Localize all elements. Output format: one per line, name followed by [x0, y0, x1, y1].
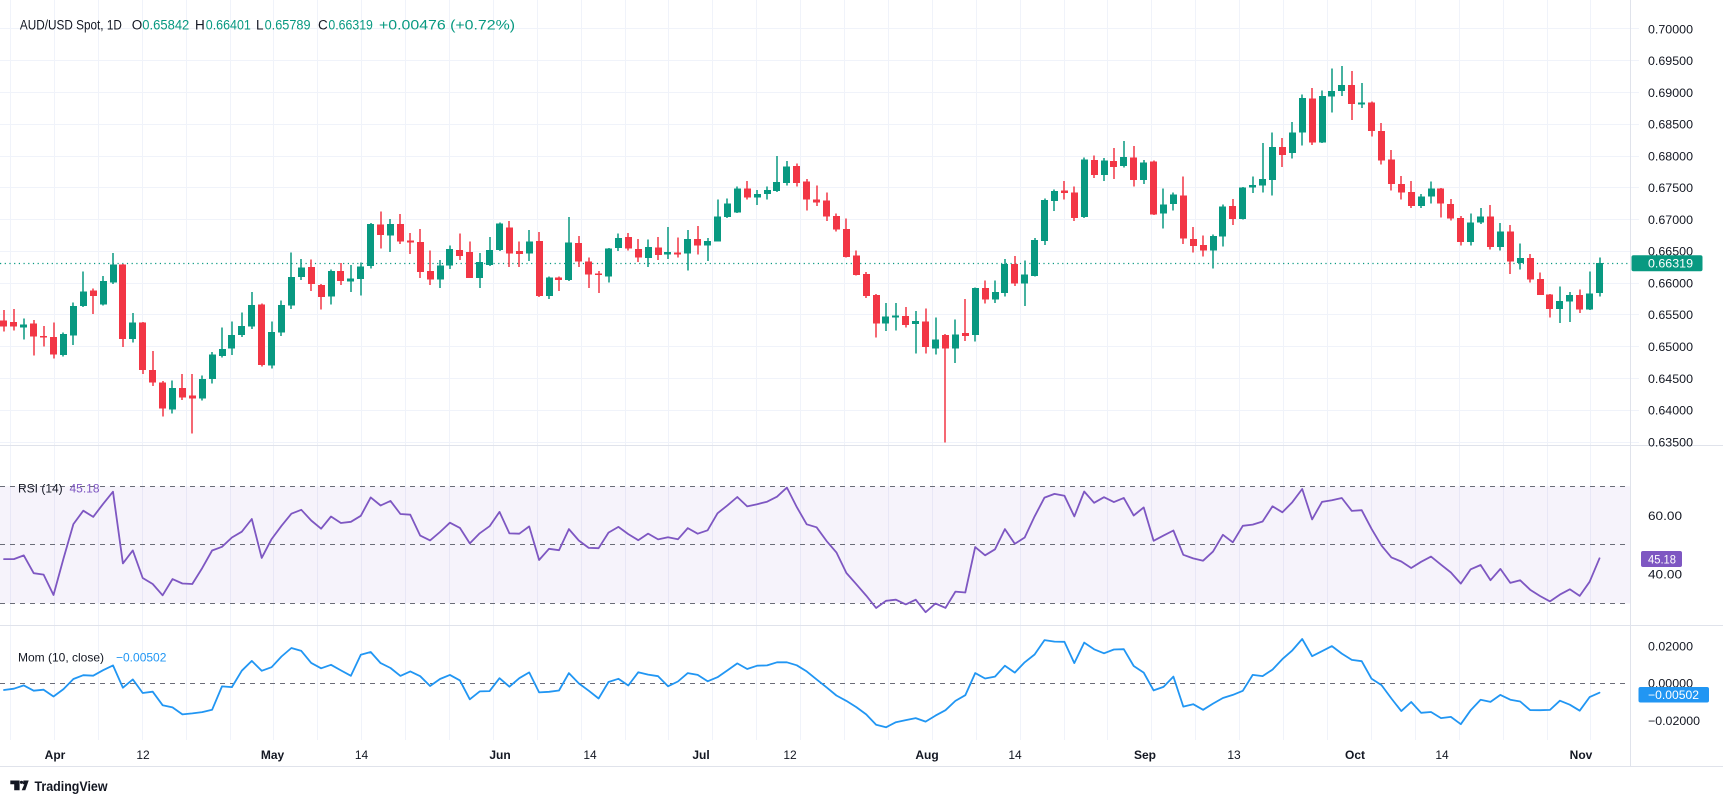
svg-text:0.63500: 0.63500	[1648, 435, 1693, 449]
svg-text:AUD/USD Spot, 1D: AUD/USD Spot, 1D	[20, 18, 122, 33]
svg-text:0.67500: 0.67500	[1648, 181, 1693, 195]
svg-text:60.00: 60.00	[1648, 509, 1682, 523]
svg-text:Oct: Oct	[1345, 748, 1365, 762]
svg-text:14: 14	[355, 748, 369, 762]
svg-text:Sep: Sep	[1134, 748, 1156, 762]
svg-text:L: L	[256, 18, 264, 33]
svg-text:14: 14	[1008, 748, 1022, 762]
svg-text:0.69500: 0.69500	[1648, 54, 1693, 68]
svg-text:0.65789: 0.65789	[265, 18, 311, 33]
svg-text:Mom (10, close): Mom (10, close)	[18, 650, 104, 664]
svg-text:May: May	[261, 748, 285, 762]
svg-text:0.70000: 0.70000	[1648, 22, 1693, 36]
svg-text:45.18: 45.18	[70, 481, 100, 495]
svg-text:0.64500: 0.64500	[1648, 372, 1693, 386]
svg-text:0.68500: 0.68500	[1648, 118, 1693, 132]
svg-text:0.65500: 0.65500	[1648, 308, 1693, 322]
svg-text:13: 13	[1227, 748, 1241, 762]
svg-text:H: H	[195, 18, 205, 33]
svg-text:0.66000: 0.66000	[1648, 277, 1693, 291]
svg-text:−0.00502: −0.00502	[116, 650, 167, 664]
svg-text:O: O	[132, 18, 143, 33]
svg-text:0.66319: 0.66319	[1648, 257, 1693, 271]
svg-text:0.02000: 0.02000	[1648, 640, 1693, 654]
svg-text:Apr: Apr	[45, 748, 66, 762]
svg-text:RSI (14): RSI (14)	[18, 481, 63, 495]
svg-text:0.66319: 0.66319	[328, 18, 373, 33]
svg-text:14: 14	[583, 748, 597, 762]
svg-text:Jun: Jun	[489, 748, 510, 762]
svg-text:0.67000: 0.67000	[1648, 213, 1693, 227]
svg-text:0.65000: 0.65000	[1648, 340, 1693, 354]
svg-text:−0.02000: −0.02000	[1648, 714, 1700, 728]
svg-text:0.69000: 0.69000	[1648, 86, 1693, 100]
svg-text:TradingView: TradingView	[35, 779, 108, 794]
svg-text:Jul: Jul	[692, 748, 709, 762]
svg-text:12: 12	[136, 748, 150, 762]
svg-text:−0.00502: −0.00502	[1648, 688, 1699, 702]
svg-text:0.65842: 0.65842	[142, 18, 189, 33]
svg-text:+0.00476 (+0.72%): +0.00476 (+0.72%)	[379, 18, 515, 33]
svg-text:C: C	[318, 18, 328, 33]
svg-text:Aug: Aug	[915, 748, 938, 762]
svg-text:45.18: 45.18	[1648, 552, 1676, 566]
svg-text:Nov: Nov	[1570, 748, 1593, 762]
svg-text:0.64000: 0.64000	[1648, 404, 1693, 418]
svg-text:0.68000: 0.68000	[1648, 149, 1693, 163]
svg-text:12: 12	[783, 748, 797, 762]
svg-text:0.66401: 0.66401	[206, 18, 251, 33]
svg-text:14: 14	[1435, 748, 1449, 762]
svg-text:40.00: 40.00	[1648, 568, 1682, 582]
